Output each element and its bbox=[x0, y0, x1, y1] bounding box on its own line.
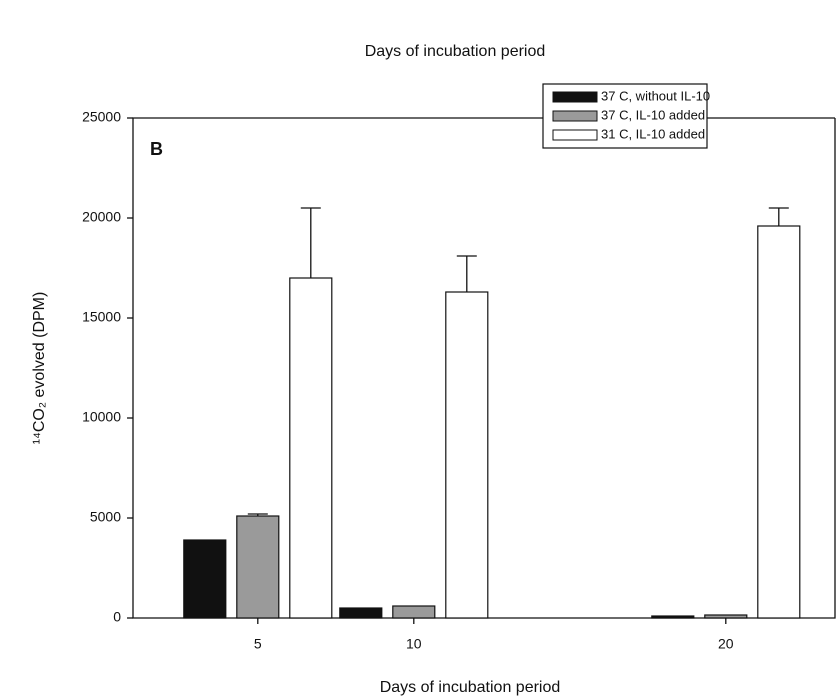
bar bbox=[445, 291, 489, 619]
y-tick-label: 20000 bbox=[82, 209, 121, 225]
chart-title: Days of incubation period bbox=[365, 43, 546, 60]
bar bbox=[757, 225, 801, 619]
legend-label: 31 C, IL-10 added bbox=[601, 126, 705, 141]
error-bar bbox=[300, 207, 321, 278]
legend-label: 37 C, IL-10 added bbox=[601, 107, 705, 122]
error-bar bbox=[247, 513, 268, 516]
bar bbox=[704, 614, 748, 619]
y-tick-label: 25000 bbox=[82, 109, 121, 125]
bar bbox=[183, 539, 227, 619]
bar bbox=[339, 607, 383, 619]
x-tick-label: 5 bbox=[254, 636, 262, 652]
legend-label: 37 C, without IL-10 bbox=[601, 88, 710, 103]
bar bbox=[289, 277, 333, 619]
bar bbox=[392, 605, 436, 619]
y-tick-label: 15000 bbox=[82, 309, 121, 325]
x-axis-label: Days of incubation period bbox=[380, 679, 561, 696]
legend-swatch bbox=[552, 91, 598, 103]
y-tick-label: 5000 bbox=[90, 509, 121, 525]
panel-label: B bbox=[150, 139, 163, 159]
x-tick-label: 20 bbox=[718, 636, 734, 652]
x-tick-label: 10 bbox=[406, 636, 422, 652]
bar bbox=[651, 615, 695, 619]
y-axis-label: ¹⁴CO₂ evolved (DPM) bbox=[31, 292, 48, 445]
legend-swatch bbox=[552, 110, 598, 122]
legend-swatch bbox=[552, 129, 598, 141]
error-bar bbox=[456, 255, 477, 292]
bar bbox=[236, 515, 280, 619]
y-tick-label: 0 bbox=[113, 609, 121, 625]
y-tick-label: 10000 bbox=[82, 409, 121, 425]
error-bar bbox=[768, 207, 789, 226]
